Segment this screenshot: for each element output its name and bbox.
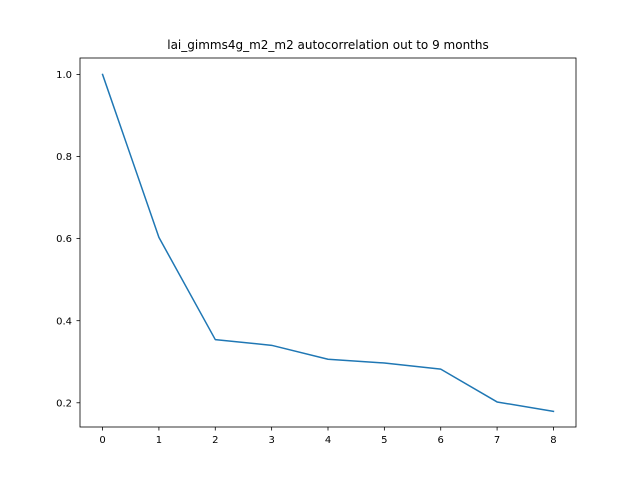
x-tick-label: 0 [99,435,105,446]
series-layer [101,73,555,413]
y-tick-label: 0.4 [56,316,72,327]
x-tick-label: 5 [381,435,387,446]
x-tick-label: 3 [268,435,274,446]
x-tick-label: 8 [550,435,556,446]
axes-layer: 0 1 2 3 4 5 6 7 8 0.2 0.4 0.6 0.8 1.0 [56,57,577,446]
x-tick-label: 1 [156,435,162,446]
series-line-0 [101,73,555,413]
x-tick-label: 4 [325,435,331,446]
y-tick-label: 1.0 [56,70,72,81]
y-tick-label: 0.2 [56,398,72,409]
y-tick-label: 0.6 [56,234,72,245]
chart-title: lai_gimms4g_m2_m2 autocorrelation out to… [167,38,489,52]
y-tick-label: 0.8 [56,152,72,163]
x-tick-label: 2 [212,435,218,446]
x-tick-label: 6 [438,435,444,446]
x-tick-label: 7 [494,435,500,446]
